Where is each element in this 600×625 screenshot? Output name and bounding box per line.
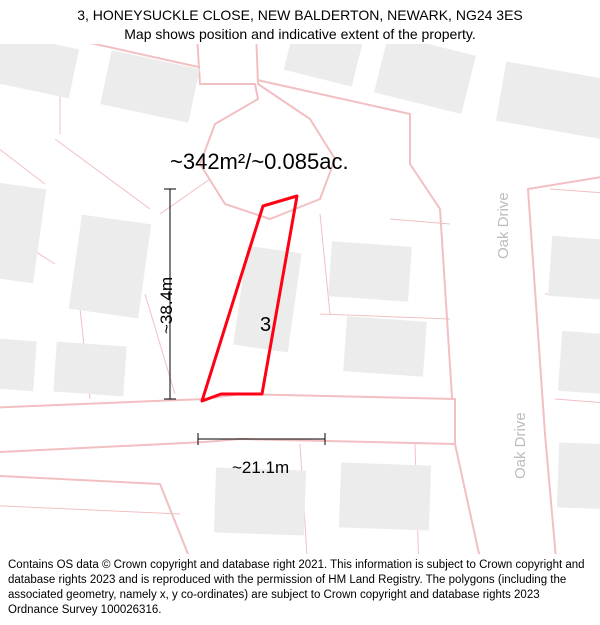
copyright-footer: Contains OS data © Crown copyright and d… [0,554,600,618]
property-map [0,44,600,554]
plot-number-label: 3 [260,314,271,337]
width-measurement-label: ~21.1m [232,458,289,478]
height-measurement-label: ~38.4m [157,277,177,334]
area-measurement-label: ~342m²/~0.085ac. [170,149,349,175]
map-container: ~342m²/~0.085ac. ~38.4m ~21.1m 3 Oak Dri… [0,44,600,554]
address-title: 3, HONEYSUCKLE CLOSE, NEW BALDERTON, NEW… [0,6,600,25]
header: 3, HONEYSUCKLE CLOSE, NEW BALDERTON, NEW… [0,0,600,44]
map-subtitle: Map shows position and indicative extent… [0,25,600,44]
street-name-1: Oak Drive [495,192,512,259]
street-name-2: Oak Drive [512,412,529,479]
